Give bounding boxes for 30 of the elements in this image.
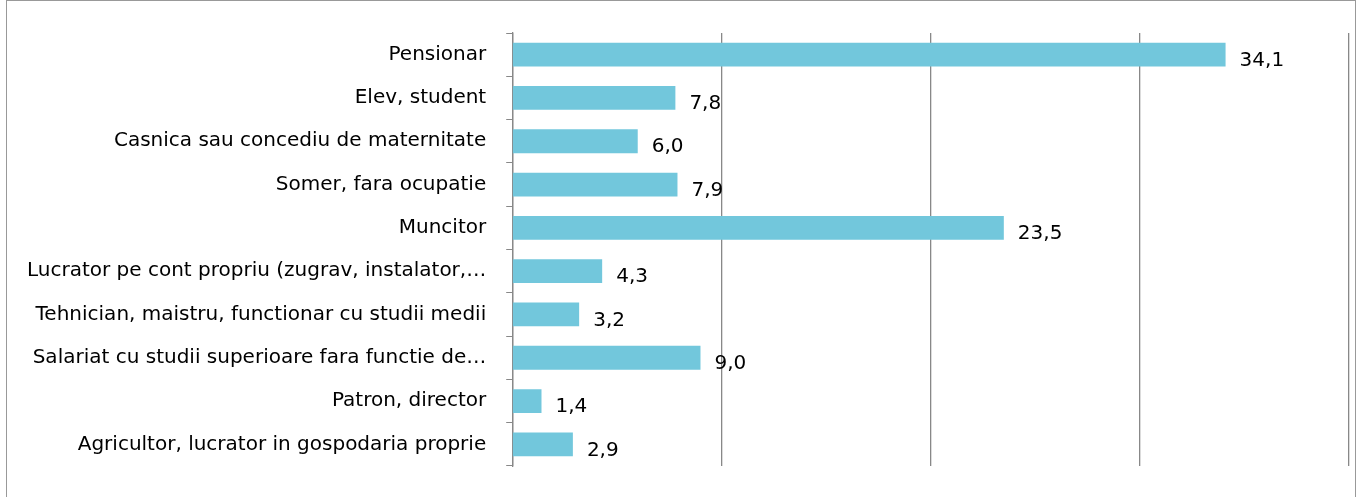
bar xyxy=(512,302,580,327)
y-tick-label: Lucrator pe cont propriu (zugrav, instalator,… xyxy=(26,257,487,282)
bar xyxy=(512,129,638,154)
data-label: 7,8 xyxy=(689,90,722,115)
y-tick-label: Muncitor xyxy=(398,214,487,239)
bar xyxy=(512,389,542,413)
bar xyxy=(512,86,676,110)
data-label: 9,0 xyxy=(714,349,747,374)
bar xyxy=(512,215,1004,240)
y-tick-label: Agricultor, lucrator in gospodaria proprie xyxy=(77,430,487,455)
data-label: 3,2 xyxy=(593,306,625,331)
bar xyxy=(512,172,678,197)
y-tick-label: Patron, director xyxy=(331,387,487,412)
y-tick-label: Salariat cu studii superioare fara functie de… xyxy=(32,343,487,368)
bar xyxy=(512,345,701,370)
bar xyxy=(512,259,603,284)
y-tick-label: Somer, fara ocupatie xyxy=(275,170,487,195)
data-label: 23,5 xyxy=(1017,220,1063,245)
data-label: 4,3 xyxy=(616,263,648,288)
data-label: 34,1 xyxy=(1239,46,1285,71)
data-label: 1,4 xyxy=(555,393,588,418)
y-tick-label: Pensionar xyxy=(388,40,487,65)
data-label: 7,9 xyxy=(691,176,724,201)
y-tick-label: Tehnician, maistru, functionar cu studii medii xyxy=(34,300,487,325)
data-label: 6,0 xyxy=(651,133,684,158)
y-tick-label: Casnica sau concediu de maternitate xyxy=(113,127,487,152)
bar xyxy=(512,42,1226,67)
data-label: 2,9 xyxy=(586,436,619,461)
y-tick-label: Elev, student xyxy=(354,84,487,109)
bar xyxy=(512,432,573,457)
